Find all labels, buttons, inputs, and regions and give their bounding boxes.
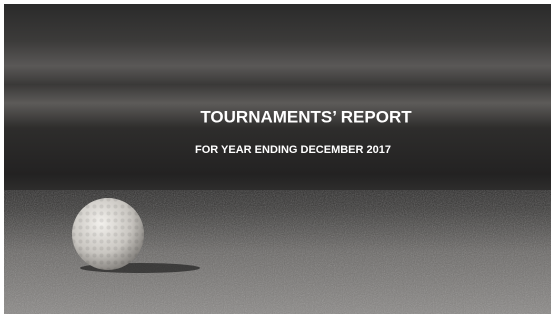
title: TOURNAMENTS’ REPORT bbox=[200, 107, 412, 126]
subtitle: FOR YEAR ENDING DECEMBER 2017 bbox=[195, 144, 391, 156]
golf-ball-dimples bbox=[72, 198, 144, 270]
page: {"slide": {"title": "TOURNAMENTS’ REPORT… bbox=[0, 0, 555, 318]
slide: TOURNAMENTS’ REPORT FOR YEAR ENDING DECE… bbox=[0, 0, 555, 318]
